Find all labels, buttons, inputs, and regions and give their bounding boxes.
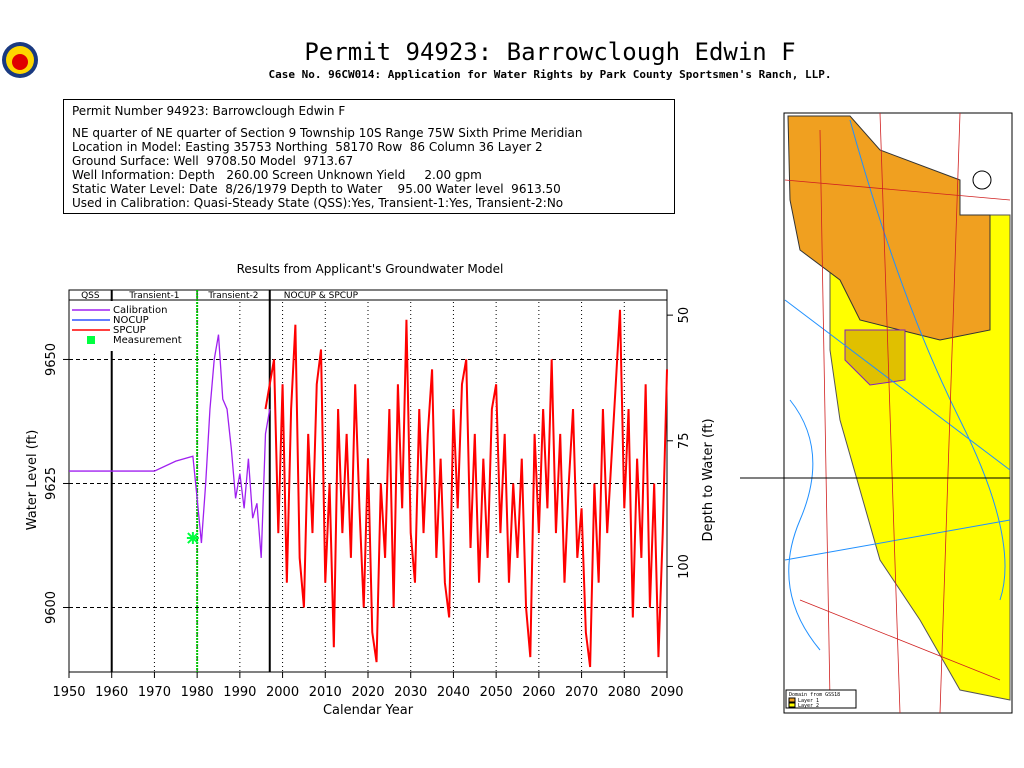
logo <box>2 42 38 78</box>
x-tick-label: 1990 <box>223 685 256 700</box>
period-label: NOCUP & SPCUP <box>284 291 359 301</box>
x-tick-label: 2010 <box>309 685 342 700</box>
legend-swatch <box>87 336 95 344</box>
y2-tick-label: 100 <box>677 554 692 579</box>
y2-tick-label: 50 <box>677 307 692 324</box>
y-tick-label: 9650 <box>44 343 59 376</box>
x-tick-label: 1960 <box>95 685 128 700</box>
x-tick-label: 2060 <box>522 685 555 700</box>
x-tick-label: 2040 <box>437 685 470 700</box>
period-label: Transient-1 <box>128 291 179 301</box>
y2-axis-label: Depth to Water (ft) <box>701 418 716 541</box>
x-tick-label: 2090 <box>650 685 683 700</box>
map-legend-title: Domain from GSS18 <box>789 692 840 698</box>
period-label: Transient-2 <box>207 291 258 301</box>
y-tick-label: 9625 <box>44 467 59 500</box>
measurement-marker <box>186 532 199 545</box>
y2-tick-label: 75 <box>677 433 692 450</box>
x-tick-label: 2030 <box>394 685 427 700</box>
x-tick-label: 2070 <box>565 685 598 700</box>
x-tick-label: 2020 <box>351 685 384 700</box>
x-tick-label: 2000 <box>266 685 299 700</box>
info-line: Ground Surface: Well 9708.50 Model 9713.… <box>72 154 354 168</box>
info-line: Permit Number 94923: Barrowclough Edwin … <box>72 104 346 118</box>
x-tick-label: 1980 <box>181 685 214 700</box>
info-box: Permit Number 94923: Barrowclough Edwin … <box>63 99 675 214</box>
x-tick-label: 1970 <box>138 685 171 700</box>
x-tick-label: 2080 <box>608 685 641 700</box>
page-subtitle: Case No. 96CW014: Application for Water … <box>269 68 832 81</box>
x-axis-label: Calendar Year <box>323 703 414 718</box>
info-line: Used in Calibration: Quasi-Steady State … <box>72 196 564 210</box>
map-legend-label: Layer 1 <box>798 698 819 704</box>
info-line: Well Information: Depth 260.00 Screen Un… <box>72 168 482 182</box>
map-legend-label: Layer 2 <box>798 703 819 709</box>
legend-label: NOCUP <box>113 315 149 326</box>
legend-label: Measurement <box>113 335 182 346</box>
period-label: QSS <box>81 291 100 301</box>
x-tick-label: 2050 <box>480 685 513 700</box>
series-line <box>69 334 271 558</box>
x-tick-label: 1950 <box>52 685 85 700</box>
chart-title: Results from Applicant's Groundwater Mod… <box>237 262 504 276</box>
y-tick-label: 9600 <box>44 591 59 624</box>
series-line <box>264 309 668 668</box>
info-line: Static Water Level: Date 8/26/1979 Depth… <box>72 182 561 196</box>
page-title: Permit 94923: Barrowclough Edwin F <box>304 38 795 66</box>
legend-label: Calibration <box>113 305 167 316</box>
y-axis-label: Water Level (ft) <box>25 430 40 531</box>
legend-label: SPCUP <box>113 325 146 336</box>
info-line: Location in Model: Easting 35753 Northin… <box>72 140 543 154</box>
info-line: NE quarter of NE quarter of Section 9 To… <box>72 126 583 140</box>
